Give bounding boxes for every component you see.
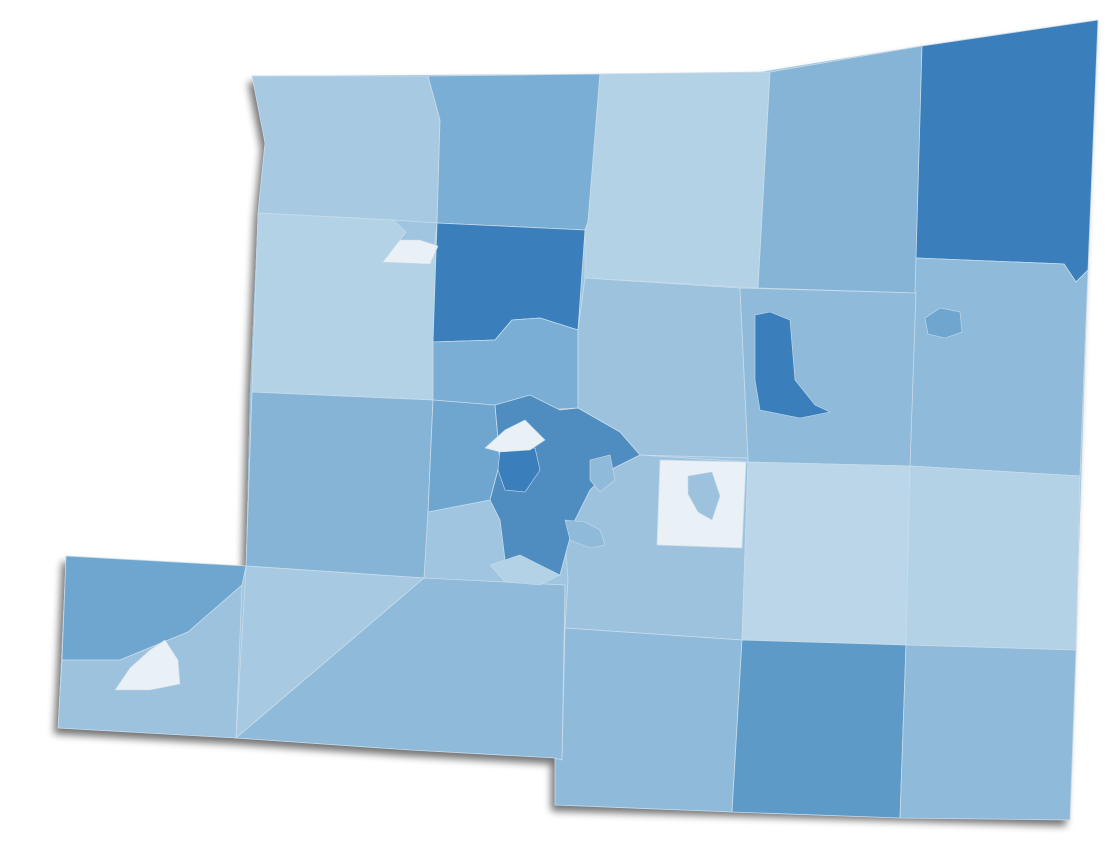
region-ne-5[interactable]: [915, 19, 1099, 283]
region-c-12[interactable]: [427, 399, 501, 513]
region-n-4[interactable]: [757, 45, 923, 294]
town-urban-east[interactable]: [589, 454, 616, 493]
town-east-1[interactable]: [754, 311, 831, 419]
region-e-16[interactable]: [905, 465, 1081, 651]
region-s-22[interactable]: [731, 639, 907, 819]
town-east-2[interactable]: [924, 307, 963, 339]
region-urban-light-1[interactable]: [484, 419, 546, 453]
region-urban-light-2[interactable]: [489, 554, 561, 586]
region-nw-1[interactable]: [251, 75, 441, 224]
region-s-20[interactable]: [554, 627, 743, 813]
town-enclave[interactable]: [687, 471, 721, 521]
region-w-11[interactable]: [245, 391, 434, 579]
region-n-2[interactable]: [427, 73, 601, 231]
region-e-15[interactable]: [741, 461, 911, 646]
region-se-23[interactable]: [899, 644, 1077, 821]
town-west[interactable]: [382, 239, 439, 265]
town-urban-south[interactable]: [564, 519, 606, 549]
region-urban-core-dark[interactable]: [497, 447, 541, 493]
region-e-10[interactable]: [909, 257, 1089, 477]
town-southwest[interactable]: [114, 639, 181, 691]
region-n-3[interactable]: [584, 71, 771, 289]
